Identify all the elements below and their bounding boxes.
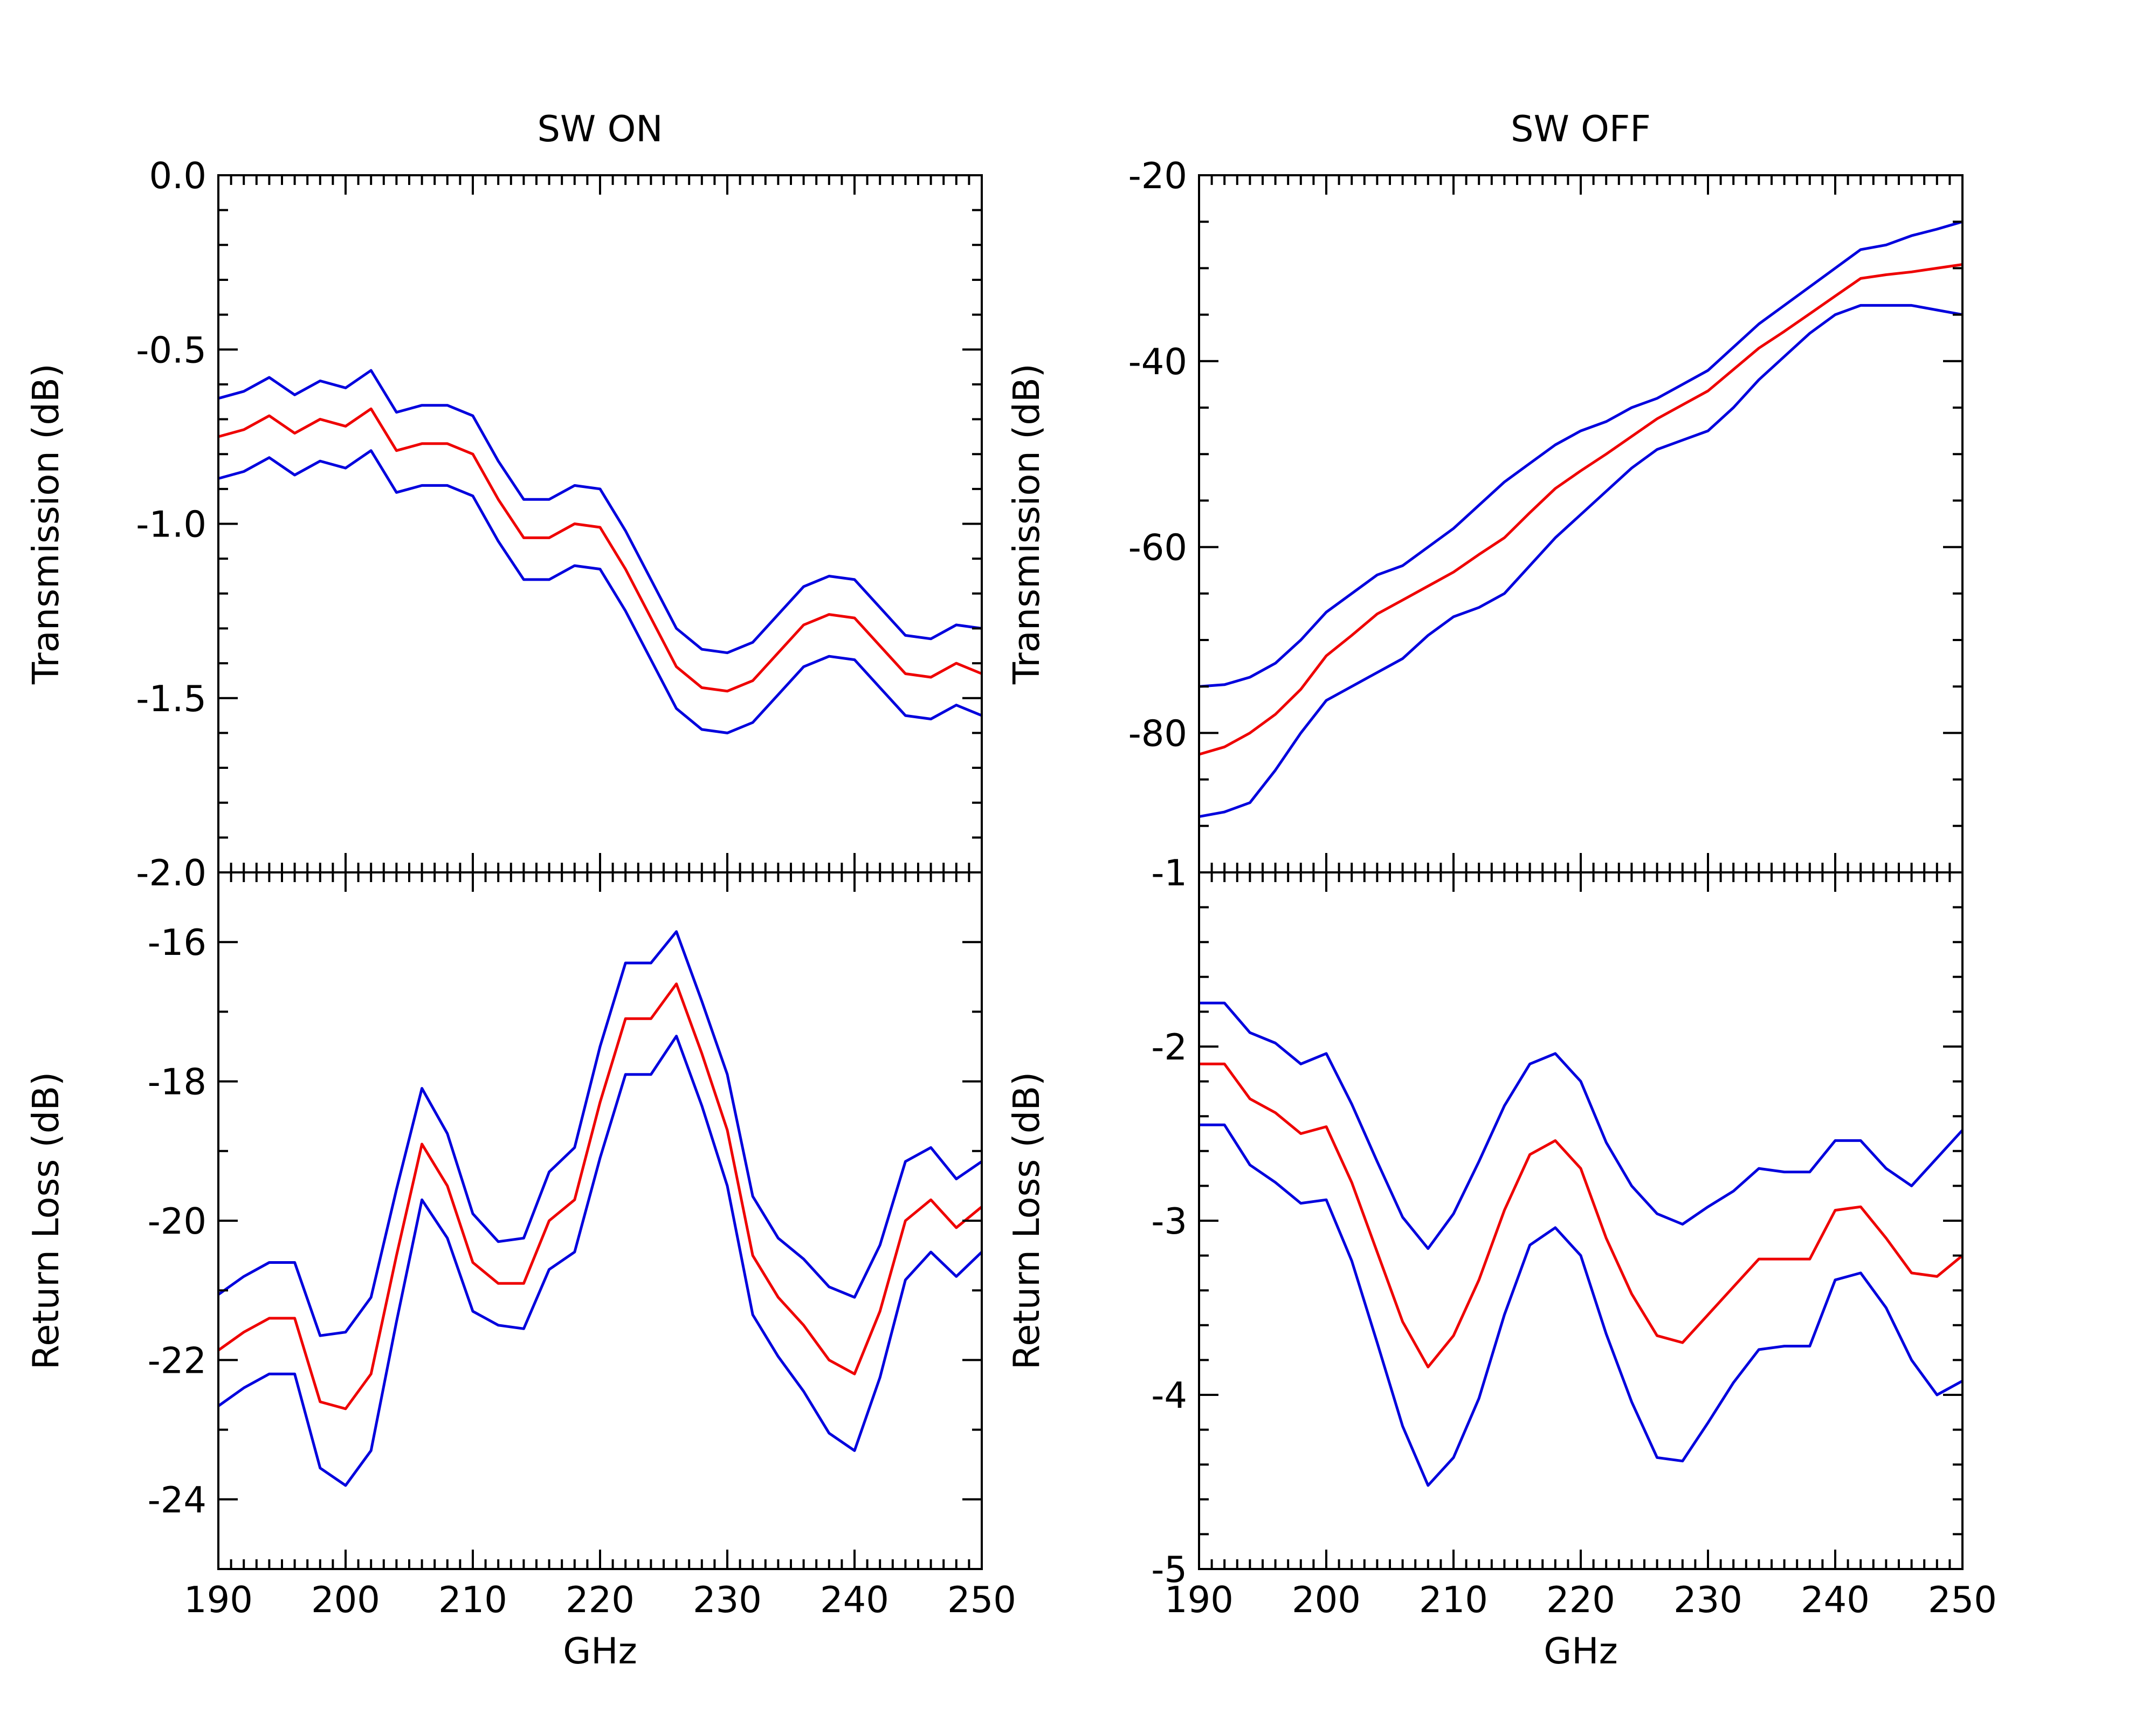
data-line — [217, 982, 983, 1411]
y-tick-label: -22 — [148, 1339, 206, 1381]
x-tick-label: 230 — [693, 1579, 762, 1621]
x-tick-label: 230 — [1673, 1579, 1742, 1621]
y-axis-label: Transmission (dB) — [1005, 363, 1048, 685]
y-tick-label: -1.0 — [136, 504, 206, 546]
x-tick-label: 250 — [1928, 1579, 1997, 1621]
data-line — [217, 1035, 983, 1487]
data-line — [1199, 1001, 1964, 1250]
y-tick-label: -2 — [1151, 1026, 1187, 1068]
x-tick-label: 190 — [1165, 1579, 1234, 1621]
x-tick-label: 210 — [438, 1579, 507, 1621]
y-tick-label: -20 — [148, 1200, 206, 1242]
x-tick-label: 220 — [1546, 1579, 1615, 1621]
x-tick-label: 190 — [184, 1579, 253, 1621]
plot-frame — [217, 174, 983, 873]
x-tick-label: 240 — [1801, 1579, 1870, 1621]
plot-frame — [1198, 174, 1964, 873]
y-tick-label: -16 — [148, 921, 206, 964]
y-tick-label: -20 — [1128, 155, 1187, 197]
data-line — [1199, 1062, 1964, 1368]
plot-frame — [217, 871, 983, 1570]
subplot: -80 -60 -40 -20 SW OFF Transmission (dB) — [1005, 108, 1964, 873]
y-tick-label: -80 — [1128, 712, 1187, 754]
x-axis-label: GHz — [563, 1630, 637, 1672]
x-tick-label: 220 — [566, 1579, 635, 1621]
y-axis-label: Return Loss (dB) — [1005, 1072, 1048, 1370]
data-line — [218, 369, 982, 655]
data-line — [1198, 220, 1963, 688]
data-line — [218, 449, 982, 734]
data-line — [1199, 1123, 1964, 1487]
chart-title: SW OFF — [1511, 108, 1651, 150]
y-tick-label: -24 — [148, 1479, 206, 1521]
y-tick-label: -1 — [1151, 852, 1187, 894]
y-tick-label: -40 — [1128, 341, 1187, 383]
plot-frame — [1198, 871, 1964, 1570]
y-tick-label: -0.5 — [136, 329, 206, 371]
data-line — [1198, 304, 1963, 818]
subplot: 190 200 210 220 230 240 250 -24 -22 -20 -18 -16 GHz R… — [25, 871, 1016, 1672]
x-tick-label: 240 — [820, 1579, 889, 1621]
subplot: -2.0 -1.5 -1.0 -0.5 0.0 SW ON Transmission (dB… — [25, 108, 983, 894]
y-axis-label: Transmission (dB) — [25, 363, 67, 685]
x-tick-label: 250 — [947, 1579, 1016, 1621]
subplot: 190 200 210 220 230 240 250 -5 -4 -3 -2 -1 GHz Return… — [1005, 852, 1997, 1672]
data-line — [1198, 263, 1963, 756]
y-axis-label: Return Loss (dB) — [25, 1072, 67, 1370]
y-tick-label: -60 — [1128, 527, 1187, 569]
data-line — [217, 930, 983, 1337]
x-tick-label: 200 — [311, 1579, 380, 1621]
y-tick-label: -3 — [1151, 1200, 1187, 1242]
y-tick-label: -2.0 — [136, 852, 206, 894]
x-tick-label: 210 — [1419, 1579, 1488, 1621]
chart-title: SW ON — [538, 108, 663, 150]
y-tick-label: -18 — [148, 1061, 206, 1103]
data-line — [218, 407, 982, 693]
y-tick-label: -1.5 — [136, 678, 206, 720]
y-tick-label: -5 — [1151, 1549, 1187, 1591]
y-tick-label: 0.0 — [149, 155, 206, 197]
x-axis-label: GHz — [1544, 1630, 1617, 1672]
x-tick-label: 200 — [1292, 1579, 1361, 1621]
y-tick-label: -4 — [1151, 1374, 1187, 1416]
